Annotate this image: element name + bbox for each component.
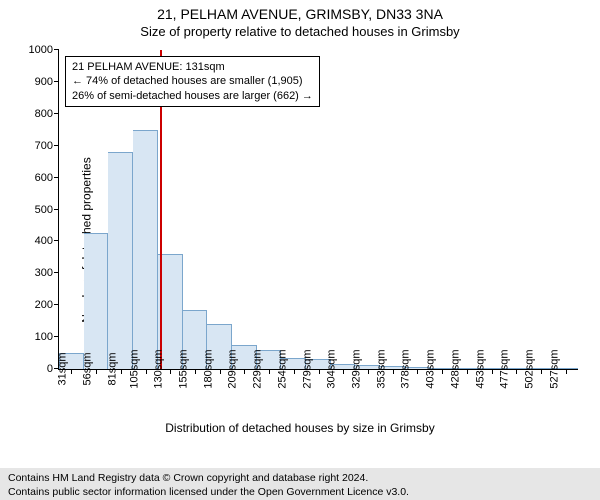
y-tick-label: 400 (35, 235, 59, 247)
y-tick-label: 600 (35, 172, 59, 184)
x-tick-mark (566, 369, 567, 374)
y-tick-mark (54, 145, 59, 146)
x-tick-mark (96, 369, 97, 374)
x-tick-label: 209sqm (221, 349, 239, 388)
y-tick-mark (54, 81, 59, 82)
y-tick-mark (54, 49, 59, 50)
title-address: 21, PELHAM AVENUE, GRIMSBY, DN33 3NA (0, 6, 600, 24)
x-tick-label: 180sqm (196, 349, 214, 388)
x-tick-label: 155sqm (171, 349, 189, 388)
x-tick-label: 229sqm (245, 349, 263, 388)
y-tick-mark (54, 272, 59, 273)
x-axis-label: Distribution of detached houses by size … (0, 421, 600, 435)
annotation-line3: 26% of semi-detached houses are larger (… (72, 89, 313, 103)
x-tick-label: 130sqm (147, 349, 165, 388)
x-tick-label: 477sqm (493, 349, 511, 388)
y-tick-label: 200 (35, 299, 59, 311)
x-tick-label: 31sqm (51, 352, 69, 385)
footer-line1: Contains HM Land Registry data © Crown c… (8, 472, 592, 486)
x-tick-label: 279sqm (295, 349, 313, 388)
y-tick-label: 100 (35, 331, 59, 343)
x-tick-mark (71, 369, 72, 374)
x-tick-label: 453sqm (468, 349, 486, 388)
x-tick-label: 378sqm (394, 349, 412, 388)
histogram-bar (84, 233, 109, 369)
y-tick-mark (54, 113, 59, 114)
y-tick-mark (54, 304, 59, 305)
x-tick-label: 81sqm (100, 352, 118, 385)
y-tick-label: 500 (35, 204, 59, 216)
y-tick-mark (54, 209, 59, 210)
y-tick-mark (54, 177, 59, 178)
x-tick-label: 428sqm (443, 349, 461, 388)
x-tick-label: 502sqm (517, 349, 535, 388)
title-subtitle: Size of property relative to detached ho… (0, 24, 600, 40)
x-tick-label: 105sqm (122, 349, 140, 388)
x-tick-label: 329sqm (344, 349, 362, 388)
x-tick-label: 527sqm (542, 349, 560, 388)
y-tick-label: 900 (35, 76, 59, 88)
annotation-line1: 21 PELHAM AVENUE: 131sqm (72, 60, 313, 74)
x-tick-label: 56sqm (76, 352, 94, 385)
annotation-line2: ← 74% of detached houses are smaller (1,… (72, 74, 313, 88)
title-block: 21, PELHAM AVENUE, GRIMSBY, DN33 3NA Siz… (0, 0, 600, 40)
y-tick-label: 1000 (29, 44, 59, 56)
histogram-bar (133, 130, 158, 369)
histogram-bar (108, 152, 133, 369)
x-tick-label: 403sqm (418, 349, 436, 388)
x-tick-label: 254sqm (270, 349, 288, 388)
footer: Contains HM Land Registry data © Crown c… (0, 468, 600, 500)
x-tick-label: 353sqm (369, 349, 387, 388)
y-tick-mark (54, 336, 59, 337)
annotation-box: 21 PELHAM AVENUE: 131sqm ← 74% of detach… (65, 56, 320, 107)
plot-area: 21 PELHAM AVENUE: 131sqm ← 74% of detach… (58, 50, 578, 370)
y-tick-label: 700 (35, 140, 59, 152)
x-tick-label: 304sqm (320, 349, 338, 388)
y-tick-mark (54, 240, 59, 241)
y-tick-label: 800 (35, 108, 59, 120)
y-tick-label: 300 (35, 267, 59, 279)
chart-container: Number of detached properties 21 PELHAM … (0, 42, 600, 437)
footer-line2: Contains public sector information licen… (8, 486, 592, 500)
